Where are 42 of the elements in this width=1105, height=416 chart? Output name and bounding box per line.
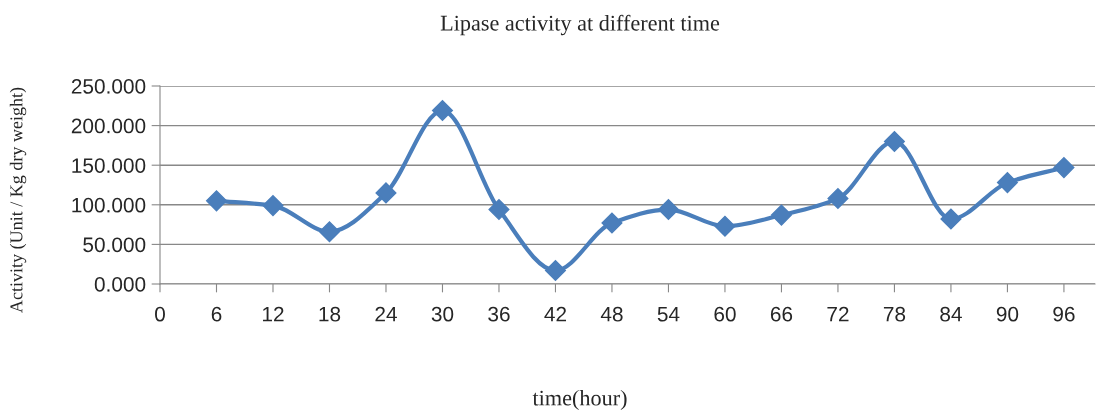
y-tick-label: 0.000 bbox=[94, 277, 146, 292]
y-tick-label: 250.000 bbox=[71, 79, 146, 94]
x-tick-label: 60 bbox=[714, 306, 736, 322]
point bbox=[375, 182, 397, 204]
x-tick-label: 66 bbox=[770, 306, 793, 322]
point bbox=[770, 204, 792, 226]
point bbox=[601, 212, 623, 234]
x-tick-label: 96 bbox=[1053, 306, 1075, 322]
x-axis-title: time(hour) bbox=[532, 389, 627, 411]
y-tick-label: 200.000 bbox=[71, 118, 146, 134]
x-tick-label: 42 bbox=[544, 306, 567, 322]
x-tick-label: 18 bbox=[319, 306, 341, 322]
point bbox=[488, 199, 510, 221]
x-tick-label: 12 bbox=[262, 306, 284, 322]
point bbox=[318, 221, 341, 243]
x-tick-label: 54 bbox=[657, 306, 680, 322]
x-tick-label: 6 bbox=[211, 306, 222, 322]
x-tick-label: 30 bbox=[431, 306, 454, 322]
point bbox=[714, 215, 736, 237]
y-tick-label: 150.000 bbox=[72, 158, 146, 173]
y-tick-label: 100.000 bbox=[72, 197, 146, 213]
point bbox=[940, 208, 962, 230]
y-tick-label: 50.000 bbox=[83, 237, 146, 253]
point bbox=[544, 260, 566, 282]
x-tick-label: 90 bbox=[996, 306, 1019, 322]
x-tick-label: 0 bbox=[155, 306, 165, 322]
point bbox=[827, 187, 849, 209]
x-tick-label: 78 bbox=[883, 306, 906, 322]
x-tick-label: 48 bbox=[600, 306, 623, 322]
x-tick-label: 72 bbox=[827, 306, 849, 322]
point bbox=[205, 190, 228, 212]
chart-title: Lipase activity at different time bbox=[440, 14, 720, 36]
point bbox=[657, 199, 679, 221]
x-tick-label: 36 bbox=[488, 306, 510, 322]
y-axis-title: Activity (Unit / Kg dry weight) bbox=[9, 87, 27, 313]
point bbox=[996, 172, 1018, 194]
x-tick-label: 24 bbox=[375, 306, 397, 322]
point bbox=[1053, 157, 1075, 179]
point bbox=[431, 100, 453, 122]
x-tick-label: 84 bbox=[940, 306, 962, 322]
point bbox=[883, 130, 905, 152]
point bbox=[262, 195, 284, 217]
